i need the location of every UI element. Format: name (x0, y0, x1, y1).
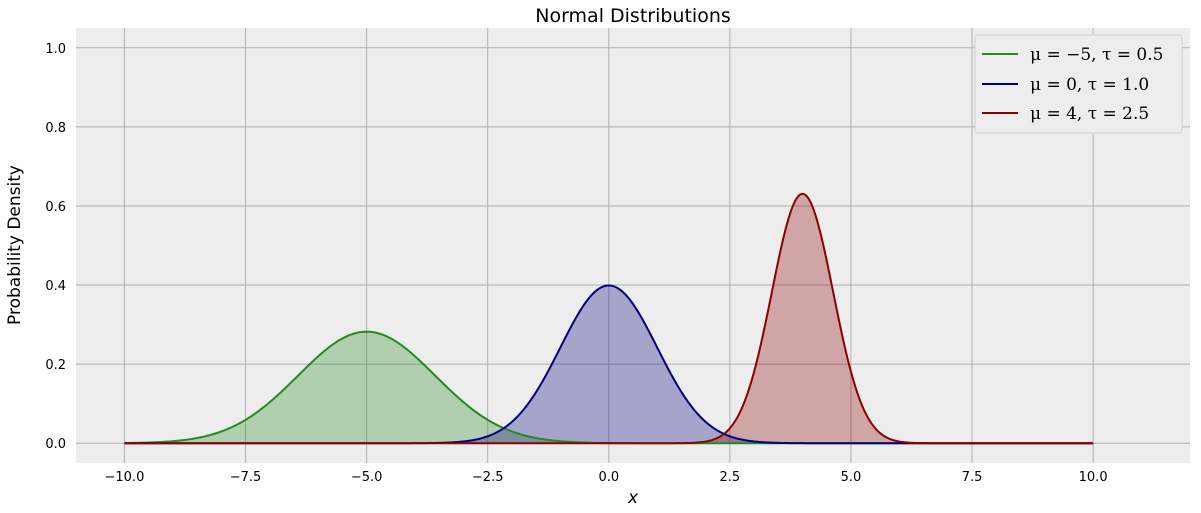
legend: μ = −5, τ = 0.5 μ = 0, τ = 1.0 μ = 4, τ … (974, 34, 1183, 134)
x-tick-label: 5.0 (841, 470, 862, 485)
legend-box (974, 34, 1183, 134)
x-tick-label: −2.5 (472, 470, 504, 485)
y-tick-label: 1.0 (45, 42, 66, 57)
series-fill-2 (124, 193, 1094, 444)
legend-label-0: μ = −5, τ = 0.5 (1030, 45, 1163, 65)
y-tick-label: 0.0 (45, 437, 66, 452)
series-lines (124, 192, 1094, 445)
y-tick-label: 0.8 (45, 121, 66, 136)
x-tick-label: 2.5 (720, 470, 741, 485)
chart-title: Normal Distributions (535, 5, 731, 27)
x-axis-title: x (627, 488, 639, 508)
y-tick-label: 0.2 (45, 358, 66, 373)
x-tick-label: −7.5 (230, 470, 262, 485)
legend-label-2: μ = 4, τ = 2.5 (1030, 104, 1149, 124)
x-tick-label: 7.5 (962, 470, 983, 485)
x-tick-label: 10.0 (1079, 470, 1108, 485)
y-tick-labels: 0.0 0.2 0.4 0.6 0.8 1.0 (45, 42, 66, 452)
y-axis-title: Probability Density (5, 165, 25, 325)
x-tick-label: −5.0 (351, 470, 383, 485)
x-tick-label: 0.0 (598, 470, 619, 485)
series-fill-1 (124, 285, 1094, 444)
series-line-2 (124, 192, 1094, 445)
series-fill-0 (124, 331, 1094, 444)
series-fills (124, 193, 1094, 444)
y-tick-label: 0.6 (45, 200, 66, 215)
legend-label-1: μ = 0, τ = 1.0 (1030, 75, 1149, 95)
y-tick-label: 0.4 (45, 279, 66, 294)
x-tick-label: −10.0 (105, 470, 145, 485)
x-tick-labels: −10.0 −7.5 −5.0 −2.5 0.0 2.5 5.0 7.5 10.0 (105, 470, 1108, 485)
